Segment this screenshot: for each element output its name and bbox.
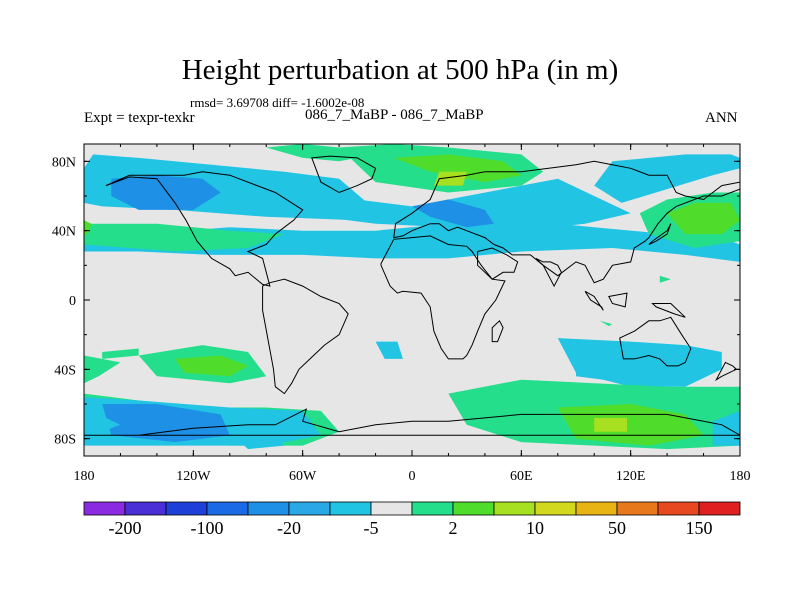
colorbar-swatch [288, 501, 331, 516]
colorbar-swatch [493, 501, 536, 516]
colorbar-swatch [247, 501, 290, 516]
contour-region-10 [84, 223, 285, 252]
contour-region-17 [175, 355, 248, 377]
coastline-north-america [105, 171, 304, 287]
colorbar-swatch [698, 501, 741, 516]
colorbar: -200 -100 -20 -5 2 10 50 150 [83, 501, 741, 538]
coastline-new-guinea [651, 303, 686, 318]
contour-region-25 [576, 358, 704, 384]
coastline-arabia [477, 247, 519, 280]
contour-region-15 [84, 355, 121, 384]
colorbar-label: 10 [526, 518, 544, 538]
contour-region-4 [412, 199, 494, 228]
colorbar-label: 50 [608, 518, 626, 538]
contour-region-21 [84, 407, 121, 439]
colorbar-swatch [370, 501, 413, 516]
coastline-india [535, 257, 562, 288]
colorbar-label: -100 [191, 518, 224, 538]
colorbar-swatch [534, 501, 577, 516]
coastline-australia [619, 316, 692, 367]
experiment-label: Expt = texpr-texkr [84, 110, 195, 126]
contour-fills [84, 144, 740, 450]
colorbar-swatch [411, 501, 454, 516]
contour-region-29 [712, 410, 740, 446]
contour-region-14 [102, 348, 139, 359]
contour-region-28 [594, 417, 627, 432]
coastline-indonesia-1 [584, 290, 604, 311]
colorbar-swatch [124, 501, 167, 516]
contour-region-12 [667, 202, 740, 235]
coastline-indonesia-2 [608, 292, 628, 308]
colorbar-swatch [575, 501, 618, 516]
coastline-africa [380, 235, 506, 360]
coastline-eurasia [393, 160, 740, 284]
contour-region-5 [594, 154, 740, 203]
contour-region-7 [393, 154, 522, 183]
contour-region-30 [659, 275, 671, 283]
colorbar-swatch [83, 501, 126, 516]
contour-region-23 [229, 428, 285, 450]
coastline-antarctica [84, 408, 740, 436]
x-tick-label: 120W [176, 469, 211, 484]
x-tick-label: 60E [510, 469, 533, 484]
coastline-madagascar [491, 319, 504, 343]
case-label: 086_7_MaBP - 086_7_MaBP [305, 107, 484, 123]
x-tick-label: 120E [616, 469, 646, 484]
y-axis: 80N 40N 0 40S 80S [52, 155, 740, 448]
season-label: ANN [705, 110, 738, 126]
colorbar-swatch [165, 501, 208, 516]
stats-label: rmsd= 3.69708 diff= -1.6002e-08 [190, 95, 365, 110]
colorbar-label: -20 [277, 518, 301, 538]
chart-title: Height perturbation at 500 hPa (in m) [181, 54, 619, 86]
y-tick-label: 0 [69, 294, 76, 309]
colorbar-label: 2 [449, 518, 458, 538]
y-tick-label: 40N [52, 225, 76, 240]
coastline-south-america [262, 278, 349, 395]
contour-region-3 [302, 178, 631, 231]
y-tick-label: 40S [54, 363, 76, 378]
y-tick-label: 80N [52, 155, 76, 170]
colorbar-swatch [452, 501, 495, 516]
colorbar-swatch [657, 501, 700, 516]
coastlines [84, 155, 740, 436]
colorbar-swatch [329, 501, 372, 516]
colorbar-label: -200 [109, 518, 142, 538]
contour-region-22 [375, 341, 403, 359]
coastline-greenland [311, 155, 377, 194]
contour-region-20 [102, 404, 230, 443]
y-tick-label: 80S [54, 433, 76, 448]
x-tick-label: 0 [409, 469, 416, 484]
colorbar-label: -5 [364, 518, 379, 538]
coastline-japan [648, 223, 672, 245]
x-tick-label: 180 [74, 469, 95, 484]
x-tick-label: 60W [289, 469, 317, 484]
x-axis: 180 120W 60W 0 60E 120E 180 [74, 144, 751, 484]
colorbar-swatch [206, 501, 249, 516]
colorbar-label: 150 [686, 518, 713, 538]
contour-region-8 [433, 171, 467, 186]
coastline-new-zealand [715, 361, 738, 382]
x-tick-label: 180 [730, 469, 751, 484]
contour-region-1 [111, 175, 221, 210]
colorbar-swatch [616, 501, 659, 516]
contour-region-31 [599, 320, 620, 326]
